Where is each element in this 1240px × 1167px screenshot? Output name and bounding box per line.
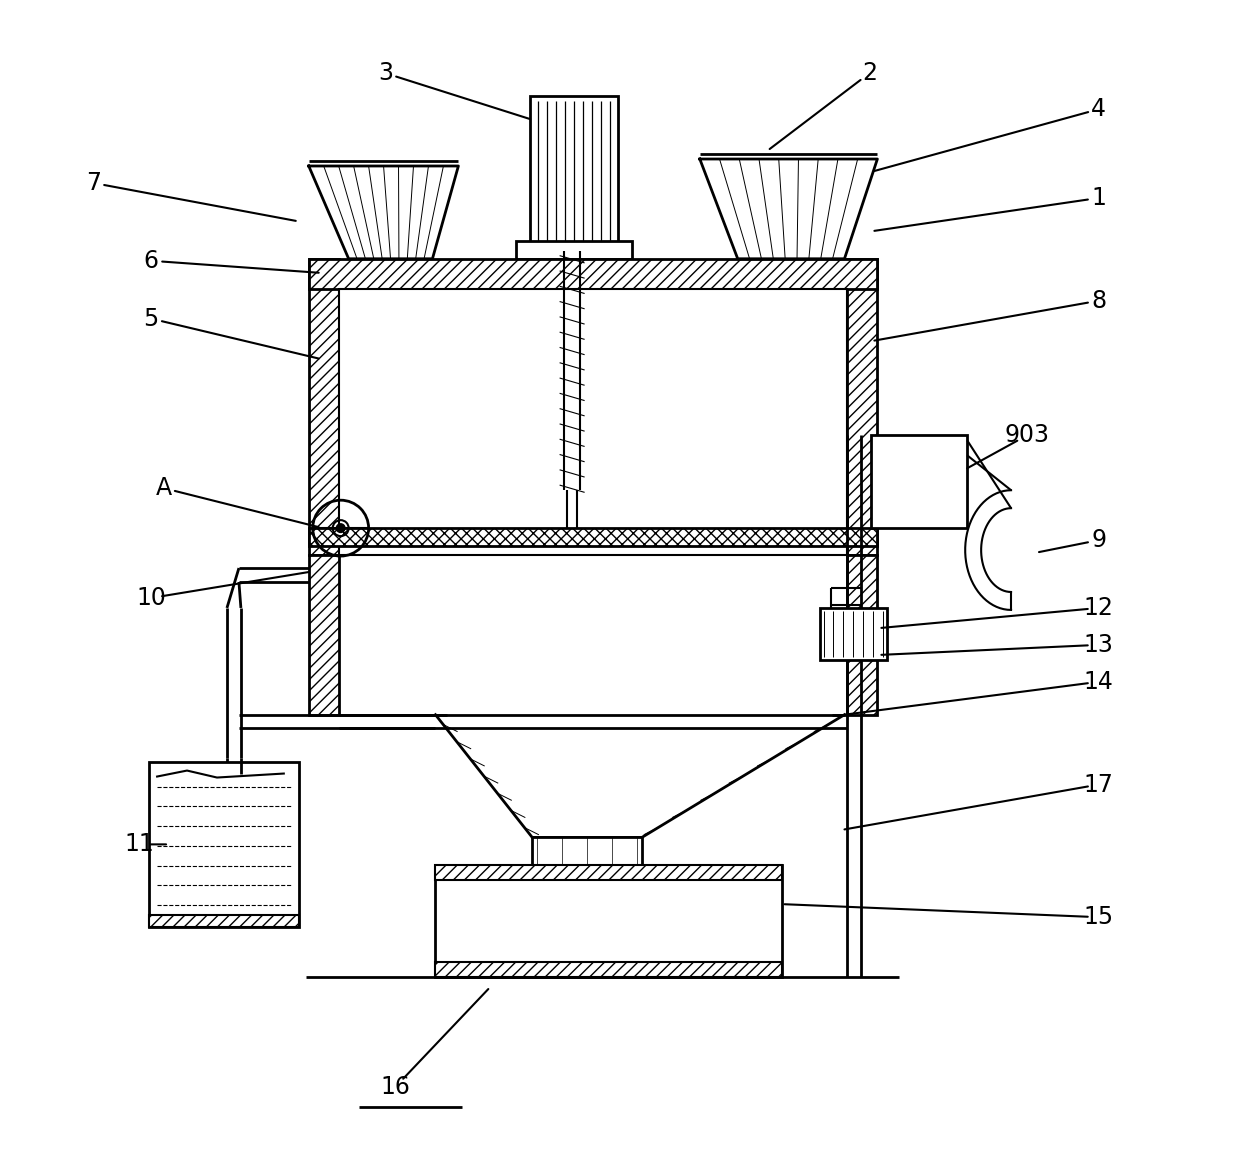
- Bar: [149, 915, 299, 927]
- Bar: [339, 288, 847, 555]
- Bar: [532, 838, 642, 865]
- Text: 903: 903: [1004, 424, 1049, 447]
- Bar: [847, 259, 878, 555]
- Text: 5: 5: [144, 307, 159, 330]
- Bar: [309, 259, 339, 555]
- Text: 17: 17: [1084, 773, 1114, 797]
- Text: 3: 3: [378, 61, 393, 85]
- Bar: [872, 435, 967, 529]
- Text: 6: 6: [144, 249, 159, 273]
- Text: A: A: [156, 476, 172, 501]
- Bar: [309, 555, 339, 714]
- Bar: [847, 555, 878, 714]
- Bar: [309, 529, 878, 546]
- Bar: [435, 962, 781, 977]
- Bar: [435, 865, 781, 880]
- Text: 11: 11: [124, 832, 154, 857]
- Text: 7: 7: [86, 170, 100, 195]
- Text: 8: 8: [1091, 288, 1106, 313]
- Text: 1: 1: [1091, 186, 1106, 210]
- Bar: [516, 240, 632, 259]
- Bar: [309, 259, 878, 288]
- Text: 13: 13: [1084, 633, 1114, 657]
- Bar: [820, 608, 888, 659]
- Text: 16: 16: [381, 1075, 410, 1099]
- Circle shape: [337, 524, 345, 532]
- Text: 10: 10: [136, 586, 166, 610]
- Bar: [149, 762, 299, 927]
- Text: 9: 9: [1091, 529, 1106, 552]
- Bar: [435, 865, 781, 977]
- Bar: [531, 96, 618, 251]
- Text: 15: 15: [1084, 906, 1114, 929]
- Text: 4: 4: [1091, 97, 1106, 121]
- Text: 2: 2: [862, 61, 877, 85]
- Text: 14: 14: [1084, 670, 1114, 693]
- Text: 12: 12: [1084, 596, 1114, 620]
